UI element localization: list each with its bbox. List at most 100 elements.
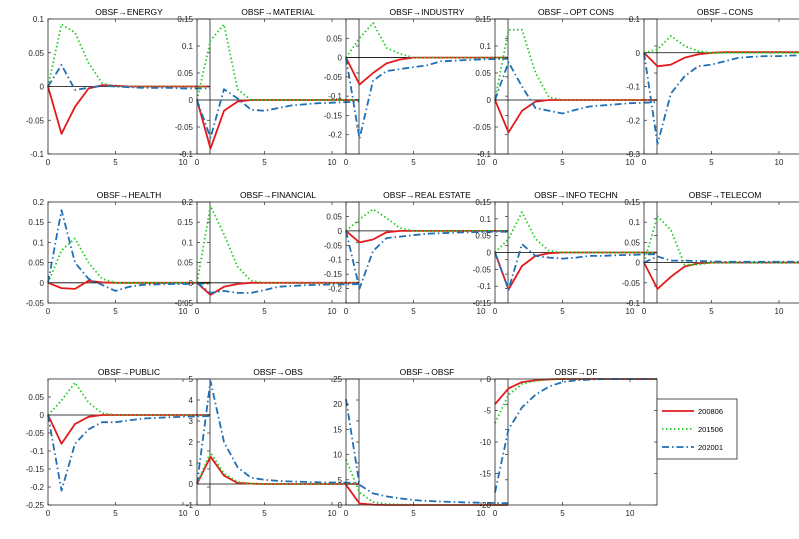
- x-tick-label: 0: [642, 158, 647, 167]
- y-tick-label: 0: [338, 501, 343, 510]
- subplot-title: OBSF→REAL ESTATE: [383, 190, 471, 200]
- subplot-title: OBSF→DF: [555, 367, 598, 377]
- x-tick-label: 5: [411, 307, 416, 316]
- y-tick-label: 0: [487, 249, 492, 258]
- plot-frame: [494, 18, 658, 155]
- y-tick-label: 0.1: [629, 218, 641, 227]
- plot-frame: [494, 378, 658, 506]
- y-tick-label: -0.05: [175, 123, 194, 132]
- x-tick-label: 5: [560, 509, 565, 518]
- subplot-title: OBSF→MATERIAL: [241, 7, 315, 17]
- y-tick-label: -0.1: [626, 299, 640, 308]
- subplot: -0.1 -0.05 0 0.05 0.1 0 5 10 OBSF→ENERGY: [26, 7, 211, 167]
- x-tick-label: 10: [626, 307, 635, 316]
- y-tick-label: 20: [333, 400, 342, 409]
- y-tick-label: -0.1: [30, 150, 44, 159]
- y-tick-label: 0.15: [624, 198, 640, 207]
- y-tick-label: -0.2: [328, 131, 342, 140]
- y-tick-label: -0.25: [26, 501, 45, 510]
- series-line-202001: [643, 52, 799, 145]
- plot-frame: [47, 378, 211, 506]
- subplot-title: OBSF→CONS: [697, 7, 754, 17]
- plot-frame: [345, 378, 509, 506]
- y-tick-label: 0: [636, 49, 641, 58]
- y-tick-label: -0.1: [179, 150, 193, 159]
- x-tick-label: 10: [775, 307, 784, 316]
- series-line-202001: [643, 255, 799, 264]
- x-tick-label: 0: [195, 158, 200, 167]
- y-tick-label: 4: [189, 396, 194, 405]
- subplot-title: OBSF→ENERGY: [95, 7, 163, 17]
- subplot: -0.1 -0.05 0 0.05 0.1 0.15 0 5 10 OBSF→OPT CONS: [473, 7, 658, 167]
- legend-label: 202001: [698, 443, 723, 452]
- y-tick-label: 0.15: [177, 218, 193, 227]
- y-tick-label: -0.05: [26, 299, 45, 308]
- series-line-201506: [345, 459, 508, 506]
- series-line-201506: [47, 237, 210, 284]
- plot-frame: [196, 378, 360, 506]
- x-tick-label: 5: [262, 307, 267, 316]
- series-line-201506: [196, 205, 359, 284]
- x-tick-label: 10: [328, 509, 337, 518]
- plot-frame: [47, 201, 211, 304]
- y-tick-label: 25: [333, 375, 342, 384]
- series-line-201506: [643, 35, 799, 54]
- y-tick-label: 0.1: [33, 238, 45, 247]
- x-tick-label: 5: [262, 158, 267, 167]
- y-tick-label: 0.1: [33, 15, 45, 24]
- series-line-202001: [494, 243, 658, 291]
- x-tick-label: 5: [411, 158, 416, 167]
- x-tick-label: 10: [328, 307, 337, 316]
- x-tick-label: 10: [477, 307, 486, 316]
- series-line-201506: [47, 381, 210, 416]
- x-tick-label: 5: [113, 509, 118, 518]
- subplot-title: OBSF→INDUSTRY: [390, 7, 465, 17]
- y-tick-label: 1: [189, 459, 194, 468]
- legend-label: 200806: [698, 407, 723, 416]
- series-line-201506: [345, 21, 508, 59]
- y-tick-label: -0.05: [622, 279, 641, 288]
- y-tick-label: 0: [338, 54, 343, 63]
- subplot-title: OBSF→OPT CONS: [538, 7, 614, 17]
- x-tick-label: 5: [113, 158, 118, 167]
- x-tick-label: 5: [560, 307, 565, 316]
- y-tick-label: 0.05: [326, 212, 342, 221]
- subplot: -0.2 -0.15 -0.1 -0.05 0 0.05 0 5 10 OBSF→INDUSTRY: [324, 7, 509, 167]
- subplot-title: OBSF→OBS: [253, 367, 303, 377]
- series-line-202001: [47, 209, 210, 292]
- series-line-200806: [47, 279, 210, 290]
- series-line-201506: [196, 23, 359, 101]
- series-line-202001: [345, 399, 509, 505]
- x-tick-label: 0: [344, 509, 349, 518]
- x-tick-label: 10: [179, 158, 188, 167]
- y-tick-label: 0.05: [28, 393, 44, 402]
- plot-frame: [196, 18, 360, 155]
- series-line-201506: [494, 28, 657, 101]
- y-tick-label: 0: [189, 96, 194, 105]
- x-tick-label: 0: [642, 307, 647, 316]
- series-line-202001: [47, 414, 211, 492]
- y-tick-label: -0.15: [26, 465, 45, 474]
- y-tick-label: -0.15: [473, 299, 492, 308]
- y-tick-label: -0.1: [626, 83, 640, 92]
- y-tick-label: 0.1: [629, 15, 641, 24]
- y-tick-label: -0.3: [626, 150, 640, 159]
- y-tick-label: -0.15: [324, 111, 343, 120]
- y-tick-label: -0.2: [30, 483, 44, 492]
- y-tick-label: 0: [40, 411, 45, 420]
- y-tick-label: 5: [338, 476, 343, 485]
- subplot: -20 -15 -10 -5 0 0 5 10 OBSF→DF: [479, 367, 658, 518]
- y-tick-label: -0.2: [626, 116, 640, 125]
- y-tick-label: -0.05: [324, 241, 343, 250]
- series-line-201506: [494, 211, 657, 254]
- y-tick-label: 0.05: [177, 69, 193, 78]
- subplot: -0.1 -0.05 0 0.05 0.1 0.15 0 5 10 OBSF→MATERIAL: [175, 7, 360, 167]
- y-tick-label: 0.15: [475, 198, 491, 207]
- y-tick-label: -0.15: [324, 270, 343, 279]
- y-tick-label: 2: [189, 438, 194, 447]
- x-tick-label: 10: [626, 509, 635, 518]
- series-line-202001: [345, 57, 509, 140]
- y-tick-label: -0.1: [328, 256, 342, 265]
